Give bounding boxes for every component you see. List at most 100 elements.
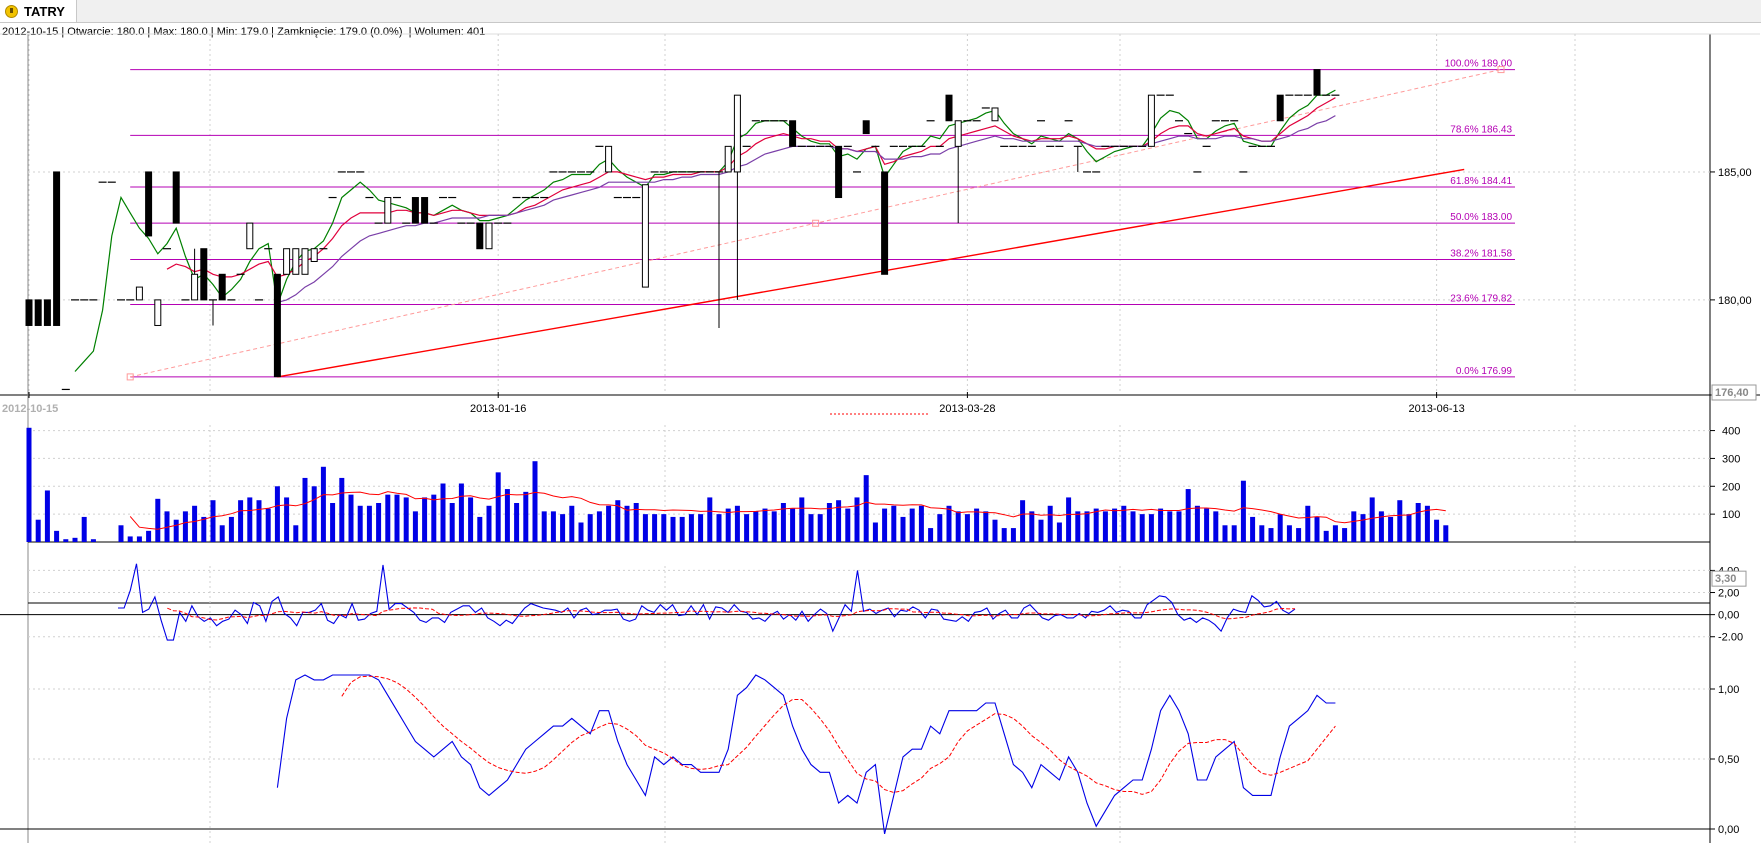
volume-bar[interactable]: [698, 514, 704, 542]
volume-bar[interactable]: [1167, 511, 1173, 542]
volume-bar[interactable]: [569, 505, 575, 542]
volume-bar[interactable]: [1351, 511, 1357, 542]
volume-bar[interactable]: [1369, 497, 1375, 542]
volume-bar[interactable]: [1434, 519, 1440, 542]
candle[interactable]: [25, 299, 33, 326]
volume-bar[interactable]: [431, 494, 437, 542]
volume-bar[interactable]: [1029, 511, 1035, 542]
volume-bar[interactable]: [1443, 525, 1449, 542]
volume-bar[interactable]: [348, 494, 354, 542]
volume-bar[interactable]: [587, 514, 593, 542]
volume-bar[interactable]: [652, 514, 658, 542]
volume-bar[interactable]: [81, 516, 87, 542]
volume-bar[interactable]: [1102, 511, 1108, 542]
volume-bar[interactable]: [992, 519, 998, 542]
volume-bar[interactable]: [1259, 525, 1265, 542]
volume-bar[interactable]: [376, 503, 382, 542]
volume-bar[interactable]: [192, 505, 198, 542]
volume-bar[interactable]: [422, 497, 428, 542]
volume-bar[interactable]: [201, 516, 207, 542]
volume-bar[interactable]: [486, 505, 492, 542]
candle[interactable]: [283, 248, 291, 275]
volume-bar[interactable]: [1277, 514, 1283, 542]
volume-bar[interactable]: [937, 514, 943, 542]
volume-bar[interactable]: [1194, 505, 1200, 542]
volume-bar[interactable]: [1268, 528, 1274, 542]
candle[interactable]: [135, 286, 143, 301]
volume-bar[interactable]: [182, 511, 188, 542]
volume-bar[interactable]: [725, 508, 731, 542]
candle[interactable]: [273, 273, 281, 378]
candle[interactable]: [246, 222, 254, 250]
volume-bar[interactable]: [238, 500, 244, 542]
volume-bar[interactable]: [596, 511, 602, 542]
volume-bar[interactable]: [1001, 528, 1007, 542]
volume-bar[interactable]: [247, 497, 253, 542]
candle[interactable]: [789, 120, 797, 147]
volume-bar[interactable]: [854, 497, 860, 542]
volume-bar[interactable]: [495, 472, 501, 542]
volume-bar[interactable]: [44, 490, 50, 542]
volume-bar[interactable]: [173, 519, 179, 542]
volume-bar[interactable]: [606, 505, 612, 542]
volume-bar[interactable]: [385, 494, 391, 542]
candle[interactable]: [34, 299, 42, 326]
volume-bar[interactable]: [256, 500, 262, 542]
candle[interactable]: [991, 107, 999, 122]
volume-bar[interactable]: [1130, 511, 1136, 542]
volume-bar[interactable]: [882, 508, 888, 542]
volume-bar[interactable]: [1047, 505, 1053, 542]
candle[interactable]: [209, 299, 217, 326]
volume-bar[interactable]: [780, 503, 786, 542]
candle[interactable]: [292, 248, 300, 275]
candle[interactable]: [715, 171, 723, 329]
volume-bar[interactable]: [836, 500, 842, 542]
volume-bar[interactable]: [274, 486, 280, 542]
volume-bar[interactable]: [633, 503, 639, 542]
volume-bar[interactable]: [1139, 514, 1145, 542]
candle[interactable]: [154, 299, 162, 326]
candle[interactable]: [43, 299, 51, 326]
volume-bar[interactable]: [118, 525, 124, 542]
candle[interactable]: [881, 171, 889, 275]
volume-bar[interactable]: [661, 514, 667, 542]
volume-bar[interactable]: [366, 505, 372, 542]
volume-bar[interactable]: [707, 497, 713, 542]
volume-bar[interactable]: [1250, 516, 1256, 542]
volume-bar[interactable]: [983, 511, 989, 542]
volume-bar[interactable]: [339, 477, 345, 542]
volume-bar[interactable]: [394, 494, 400, 542]
volume-bar[interactable]: [1415, 503, 1421, 542]
candle[interactable]: [200, 248, 208, 301]
volume-bar[interactable]: [1066, 497, 1072, 542]
volume-bar[interactable]: [26, 427, 32, 542]
volume-bar[interactable]: [1360, 514, 1366, 542]
volume-bar[interactable]: [900, 516, 906, 542]
volume-bar[interactable]: [1305, 505, 1311, 542]
volume-bar[interactable]: [955, 511, 961, 542]
volume-bar[interactable]: [679, 516, 685, 542]
volume-bar[interactable]: [1121, 505, 1127, 542]
candle[interactable]: [1276, 94, 1284, 122]
volume-bar[interactable]: [753, 511, 759, 542]
volume-bar[interactable]: [523, 491, 529, 542]
volume-bar[interactable]: [1176, 511, 1182, 542]
volume-bar[interactable]: [642, 514, 648, 542]
tab-tatry[interactable]: TATRY: [0, 0, 77, 22]
volume-bar[interactable]: [964, 514, 970, 542]
candle[interactable]: [605, 145, 613, 173]
candle[interactable]: [1147, 94, 1155, 147]
volume-bar[interactable]: [1112, 508, 1118, 542]
volume-bar[interactable]: [560, 514, 566, 542]
volume-bar[interactable]: [449, 503, 455, 542]
candle[interactable]: [384, 197, 392, 224]
volume-bar[interactable]: [891, 505, 897, 542]
volume-bar[interactable]: [799, 497, 805, 542]
volume-bar[interactable]: [1222, 525, 1228, 542]
volume-bar[interactable]: [1010, 528, 1016, 542]
volume-bar[interactable]: [1231, 525, 1237, 542]
candle[interactable]: [1313, 69, 1321, 96]
volume-bar[interactable]: [72, 537, 78, 542]
volume-bar[interactable]: [909, 508, 915, 542]
volume-bar[interactable]: [311, 486, 317, 542]
